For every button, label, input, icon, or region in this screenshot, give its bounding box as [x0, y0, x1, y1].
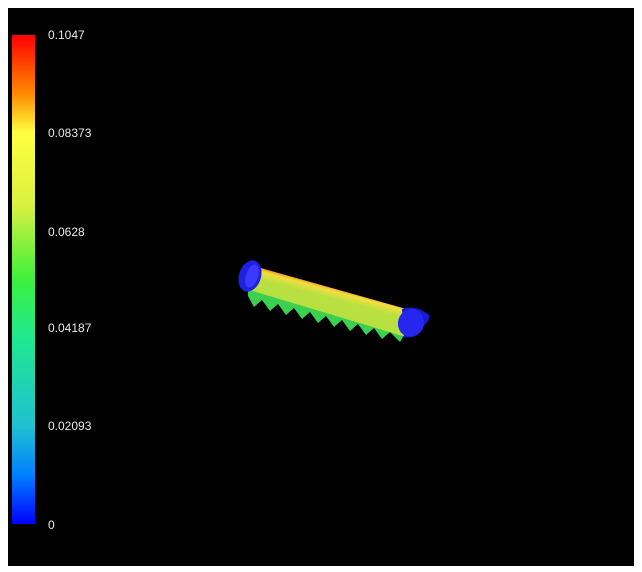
legend-tick-max: 0.1047 [48, 28, 85, 42]
right-end-cap [397, 307, 430, 338]
legend-tick-3: 0.0628 [48, 225, 85, 239]
color-scale-bar [12, 35, 35, 524]
legend-tick-2: 0.08373 [48, 126, 92, 140]
cylinder-body [246, 265, 410, 337]
left-end-cap [238, 260, 262, 292]
cylinder-model[interactable] [8, 8, 634, 566]
3d-viewport[interactable]: 0.1047 0.08373 0.0628 0.04187 0.02093 0 [8, 8, 634, 566]
legend-tick-5: 0.02093 [48, 419, 92, 433]
legend-tick-4: 0.04187 [48, 321, 92, 335]
legend-tick-min: 0 [48, 518, 55, 532]
